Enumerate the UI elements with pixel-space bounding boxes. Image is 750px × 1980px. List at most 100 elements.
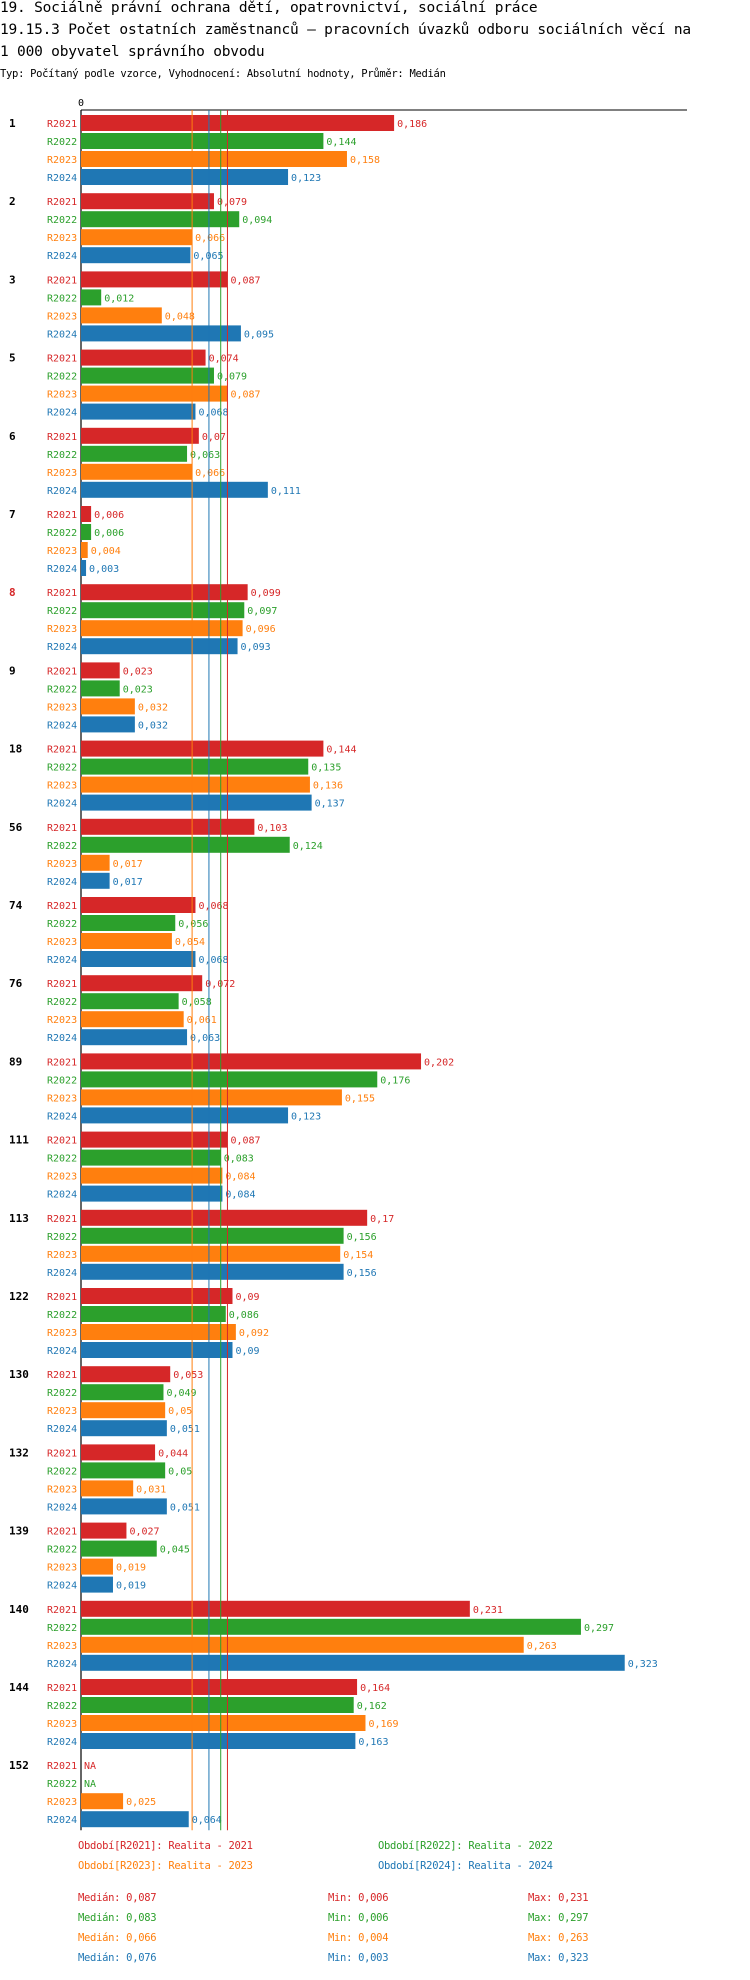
series-label: R2022	[47, 1154, 77, 1165]
group-label: 140	[9, 1603, 29, 1616]
data-label: 0,094	[242, 215, 272, 226]
series-label: R2024	[47, 955, 77, 966]
data-label: 0,079	[217, 197, 247, 208]
series-label: R2024	[47, 720, 77, 731]
group-label: 1	[9, 117, 16, 130]
bar	[81, 229, 193, 246]
series-label: R2024	[47, 1502, 77, 1513]
data-label: NA	[84, 1761, 96, 1772]
bar	[81, 1089, 342, 1106]
series-label: R2024	[47, 564, 77, 575]
group-label: 111	[9, 1134, 29, 1147]
bar	[81, 1576, 113, 1593]
chart-title-line-3: 1 000 obyvatel správního obvodu	[0, 44, 265, 60]
series-label: R2022	[47, 919, 77, 930]
bar	[81, 1342, 233, 1358]
stat-median-r2023: Medián: 0,066	[78, 1932, 157, 1944]
stat-max-r2022: Max: 0,297	[528, 1912, 589, 1924]
bar	[81, 1011, 184, 1028]
series-label: R2023	[47, 468, 77, 479]
series-label: R2021	[47, 510, 77, 521]
series-label: R2023	[47, 1093, 77, 1104]
data-label: 0,079	[217, 372, 247, 383]
group-label: 18	[9, 743, 22, 756]
bar	[81, 271, 228, 288]
bar	[81, 740, 324, 757]
data-label: 0,17	[370, 1214, 394, 1225]
data-label: 0,066	[195, 233, 225, 244]
series-label: R2022	[47, 1623, 77, 1634]
data-label: 0,156	[347, 1232, 377, 1243]
legend-item-r2022: Období[R2022]: Realita - 2022	[378, 1840, 553, 1852]
data-label: 0,263	[527, 1641, 557, 1652]
group-label: 56	[9, 821, 23, 834]
series-label: R2023	[47, 233, 77, 244]
bar	[81, 897, 196, 913]
legend-item-r2021: Období[R2021]: Realita - 2021	[78, 1840, 253, 1852]
series-label: R2022	[47, 372, 77, 383]
series-label: R2021	[47, 432, 77, 443]
legend-item-r2024: Období[R2024]: Realita - 2024	[378, 1860, 553, 1872]
data-label: 0,137	[315, 799, 345, 810]
data-label: 0,031	[136, 1484, 166, 1495]
bar	[81, 698, 135, 715]
series-label: R2024	[47, 642, 77, 653]
data-label: 0,053	[173, 1370, 203, 1381]
data-label: 0,176	[380, 1075, 410, 1086]
series-label: R2022	[47, 841, 77, 852]
data-label: 0,023	[123, 684, 153, 695]
data-label: 0,032	[138, 702, 168, 713]
bar	[81, 1185, 223, 1202]
bar	[81, 1131, 228, 1148]
series-label: R2023	[47, 937, 77, 948]
data-label: 0,123	[291, 1111, 321, 1122]
data-label: 0,096	[246, 624, 276, 635]
data-label: 0,09	[236, 1292, 260, 1303]
data-label: 0,006	[94, 510, 124, 521]
series-label: R2023	[47, 702, 77, 713]
series-label: R2023	[47, 859, 77, 870]
bar	[81, 367, 214, 384]
bar	[81, 1149, 221, 1166]
stat-min-r2024: Min: 0,003	[328, 1952, 389, 1964]
series-label: R2024	[47, 1346, 77, 1357]
series-label: R2021	[47, 745, 77, 756]
data-label: 0,093	[241, 642, 271, 653]
data-label: 0,084	[225, 1190, 255, 1201]
data-label: 0,006	[94, 528, 124, 539]
series-label: R2024	[47, 1424, 77, 1435]
data-label: 0,323	[628, 1659, 658, 1670]
data-label: 0,155	[345, 1093, 375, 1104]
series-label: R2023	[47, 1406, 77, 1417]
group-label: 76	[9, 977, 23, 990]
bar	[81, 1600, 470, 1617]
series-label: R2024	[47, 1111, 77, 1122]
bar	[81, 325, 241, 342]
series-label: R2024	[47, 1737, 77, 1748]
series-label: R2021	[47, 119, 77, 130]
bar	[81, 1636, 524, 1653]
bar	[81, 872, 110, 889]
bar	[81, 289, 102, 306]
bar	[81, 1366, 171, 1383]
bar	[81, 854, 110, 871]
series-label: R2021	[47, 979, 77, 990]
series-label: R2021	[47, 1292, 77, 1303]
data-label: 0,297	[584, 1623, 614, 1634]
stat-min-r2021: Min: 0,006	[328, 1892, 389, 1904]
bar	[81, 193, 214, 210]
series-label: R2022	[47, 1779, 77, 1790]
data-label: 0,068	[198, 955, 228, 966]
data-label: 0,086	[229, 1310, 259, 1321]
data-label: 0,056	[178, 919, 208, 930]
series-label: R2022	[47, 215, 77, 226]
bar	[81, 1209, 368, 1226]
data-label: 0,027	[129, 1527, 159, 1538]
bar	[81, 1462, 166, 1479]
data-label: 0,003	[89, 564, 119, 575]
series-label: R2022	[47, 1232, 77, 1243]
bar	[81, 1540, 157, 1557]
bar	[81, 584, 248, 601]
data-label: 0,063	[190, 450, 220, 461]
